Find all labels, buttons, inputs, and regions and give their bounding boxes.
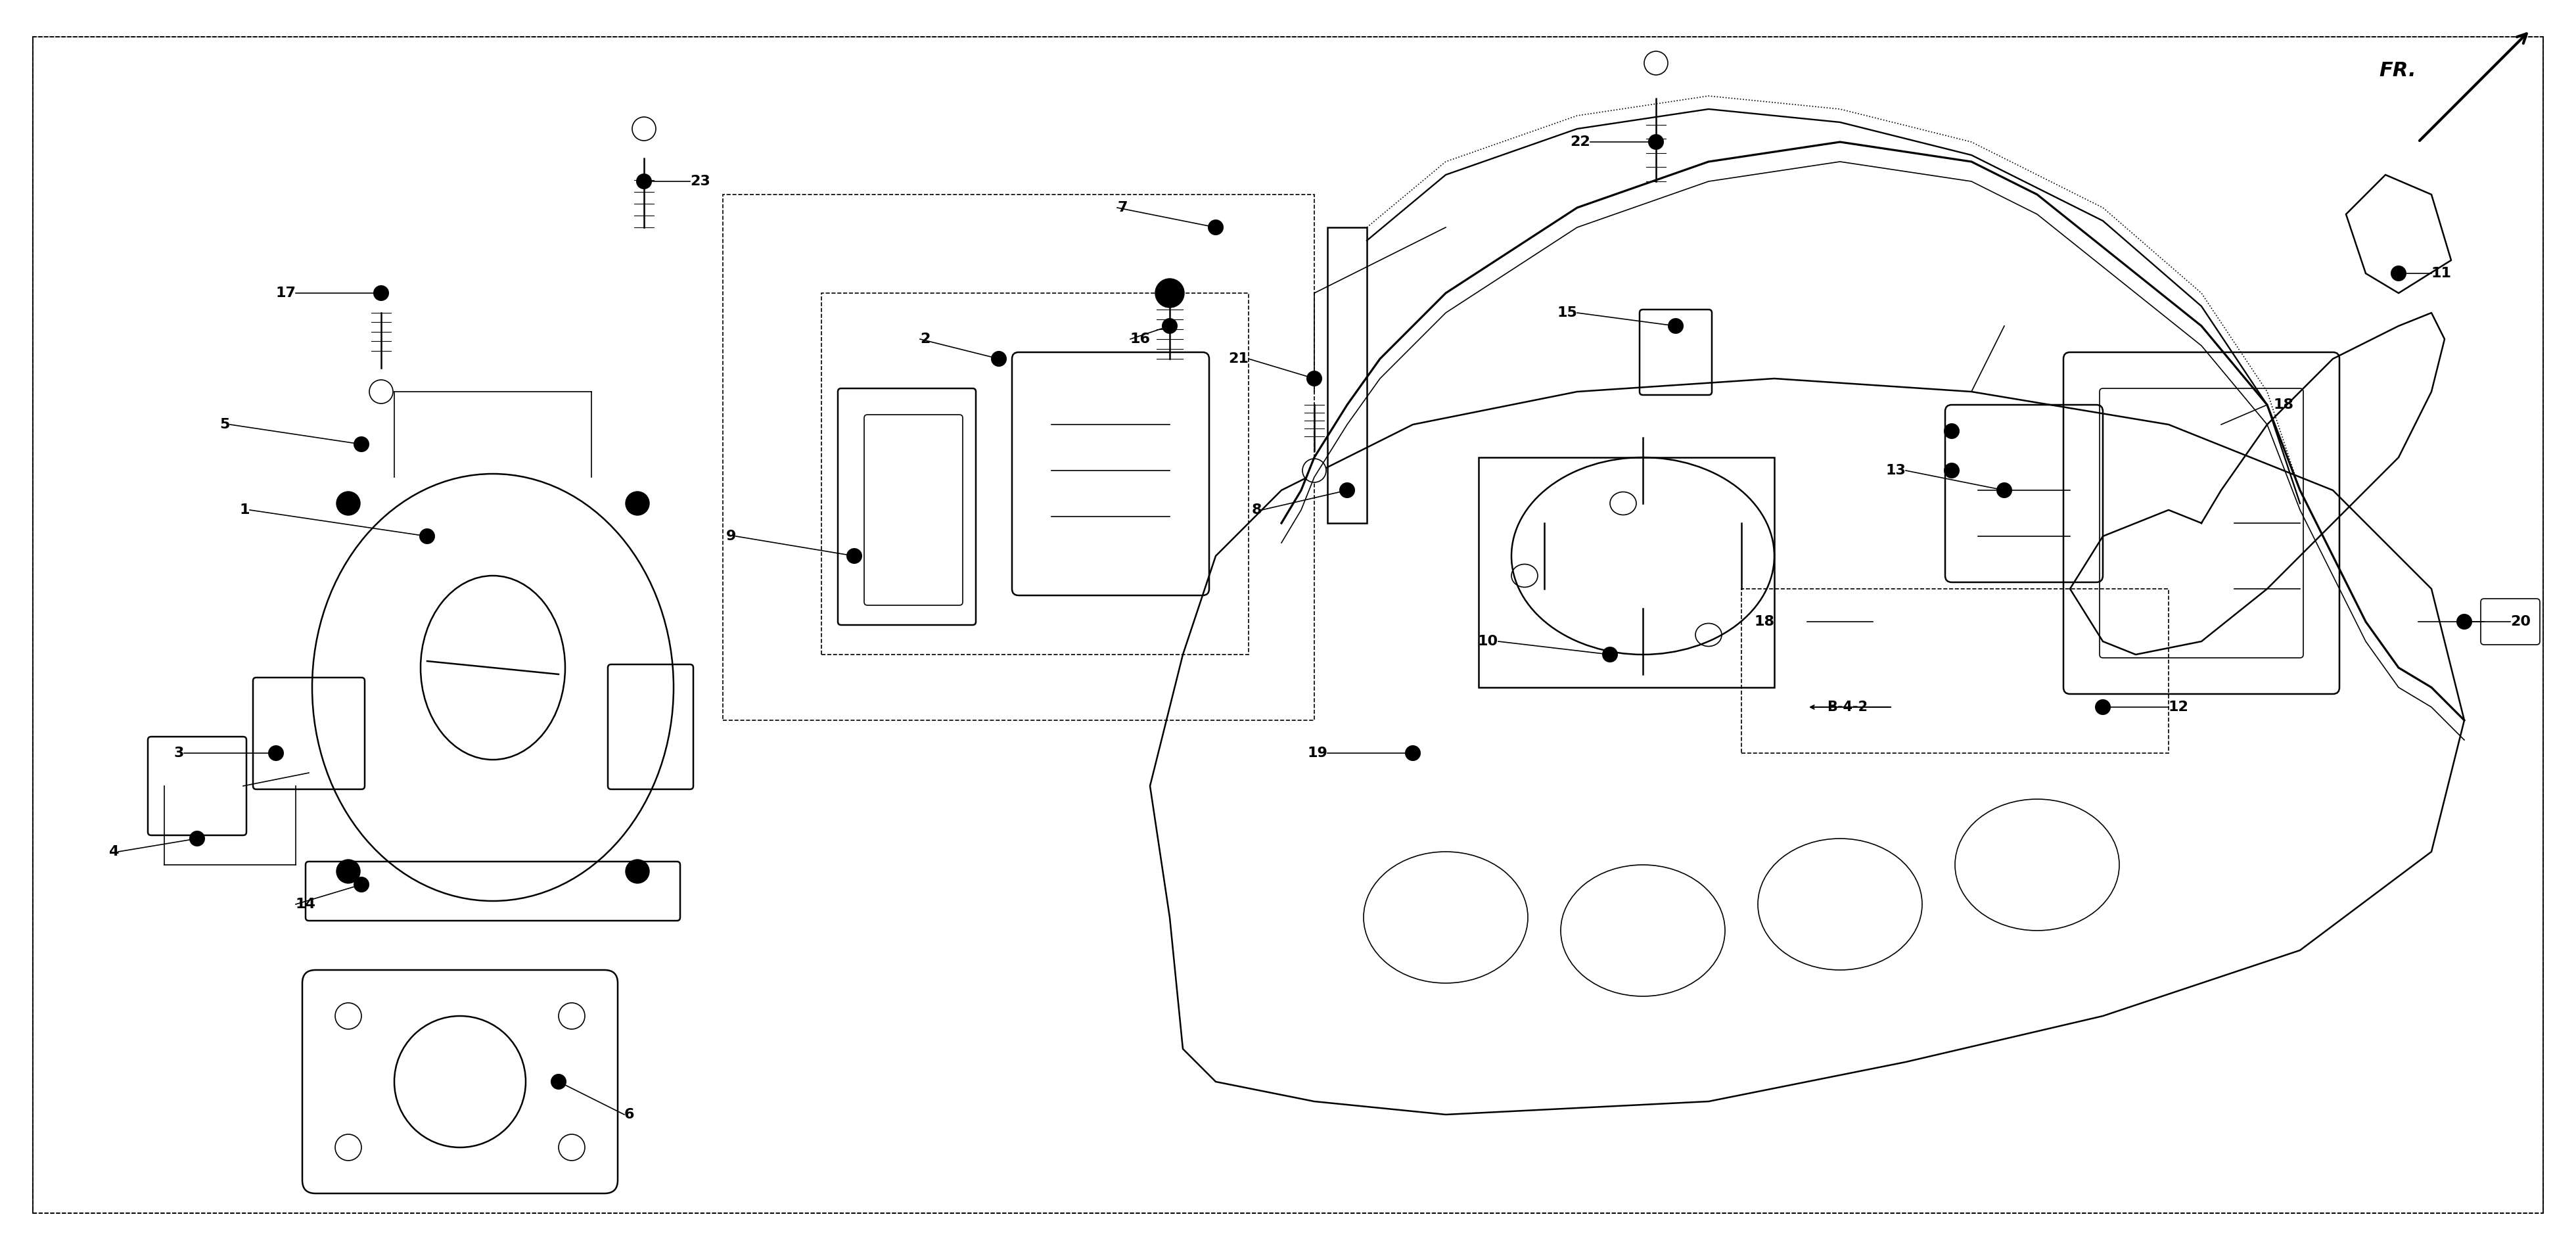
- Circle shape: [1154, 279, 1185, 308]
- Text: 20: 20: [2509, 616, 2530, 628]
- Circle shape: [2391, 265, 2406, 282]
- Text: 9: 9: [726, 530, 737, 543]
- Circle shape: [1162, 318, 1177, 334]
- Circle shape: [626, 860, 649, 883]
- Circle shape: [1945, 424, 1960, 439]
- Circle shape: [848, 548, 863, 564]
- Text: 18: 18: [2275, 399, 2295, 411]
- Text: 22: 22: [1571, 136, 1589, 148]
- Circle shape: [551, 1074, 567, 1089]
- Circle shape: [337, 860, 361, 883]
- Text: 6: 6: [623, 1108, 634, 1121]
- Circle shape: [2458, 614, 2473, 629]
- Text: 21: 21: [1229, 353, 1249, 365]
- Text: 16: 16: [1131, 333, 1151, 345]
- Text: 3: 3: [175, 746, 183, 760]
- Circle shape: [1649, 135, 1664, 150]
- Text: 23: 23: [690, 174, 711, 188]
- Circle shape: [1643, 51, 1667, 75]
- Text: 15: 15: [1556, 307, 1577, 319]
- Circle shape: [188, 831, 206, 846]
- Circle shape: [1667, 318, 1685, 334]
- Text: 10: 10: [1479, 634, 1499, 648]
- Circle shape: [2094, 699, 2110, 715]
- Text: 4: 4: [108, 845, 118, 858]
- Circle shape: [636, 173, 652, 189]
- Text: 18: 18: [1754, 616, 1775, 628]
- Circle shape: [374, 285, 389, 302]
- Circle shape: [992, 351, 1007, 366]
- Circle shape: [1303, 459, 1327, 482]
- Text: 2: 2: [920, 333, 930, 345]
- Text: 1: 1: [240, 503, 250, 517]
- Text: 12: 12: [2169, 700, 2190, 714]
- Text: 19: 19: [1306, 746, 1327, 760]
- Text: 7: 7: [1118, 201, 1128, 214]
- Text: B-4-2: B-4-2: [1826, 700, 1868, 714]
- Circle shape: [420, 528, 435, 545]
- Circle shape: [1404, 745, 1422, 761]
- Circle shape: [631, 117, 657, 141]
- Text: 17: 17: [276, 287, 296, 300]
- Circle shape: [626, 492, 649, 516]
- Circle shape: [353, 877, 368, 892]
- Circle shape: [368, 380, 394, 404]
- Circle shape: [337, 492, 361, 516]
- Circle shape: [1340, 482, 1355, 498]
- Text: 11: 11: [2432, 267, 2452, 280]
- Text: 5: 5: [219, 417, 229, 431]
- Circle shape: [1996, 482, 2012, 498]
- Text: 14: 14: [296, 897, 317, 911]
- Circle shape: [1602, 647, 1618, 663]
- Circle shape: [1306, 370, 1321, 386]
- Circle shape: [268, 745, 283, 761]
- Text: 8: 8: [1252, 503, 1262, 517]
- Circle shape: [353, 436, 368, 452]
- Circle shape: [1945, 462, 1960, 478]
- Text: FR.: FR.: [2378, 61, 2416, 80]
- Text: 13: 13: [1886, 464, 1906, 477]
- Circle shape: [1208, 219, 1224, 235]
